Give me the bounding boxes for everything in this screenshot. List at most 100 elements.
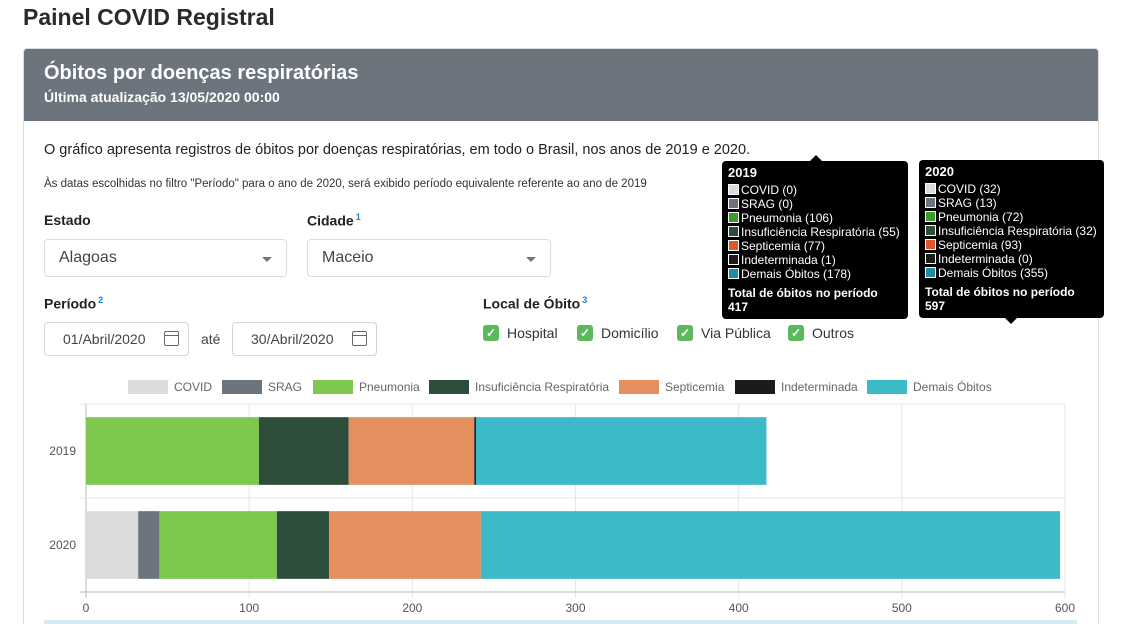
checkbox-via-publica[interactable]: ✓ Via Pública (677, 325, 782, 343)
tooltip-swatch (728, 240, 739, 251)
bar-segment (159, 511, 277, 579)
legend-swatch (867, 380, 907, 394)
tooltip-swatch (925, 239, 936, 250)
tooltip-swatch (728, 268, 739, 279)
tooltip-arrow (1005, 318, 1017, 324)
tooltip-row: Demais Óbitos (355) (925, 266, 1098, 280)
y-tick-label: 2019 (49, 444, 76, 458)
tooltip-rows: COVID (32) SRAG (13) Pneumonia (72) Insufic… (925, 182, 1098, 280)
legend-swatch (128, 380, 168, 394)
tooltip-swatch (728, 198, 739, 209)
estado-label: Estado (44, 212, 91, 228)
tooltip-row-label: Indeterminada (1) (741, 253, 836, 267)
tooltip-row-label: Septicemia (93) (938, 238, 1023, 252)
tooltip-row: COVID (0) (728, 183, 902, 197)
bar-segment (276, 511, 330, 579)
legend-swatch (735, 380, 775, 394)
tooltip-swatch (925, 211, 936, 222)
checkbox-label: Hospital (507, 325, 558, 341)
estado-value: Alagoas (59, 249, 117, 266)
legend-swatch (313, 380, 353, 394)
local-label: Local de Óbito 3 (483, 295, 588, 312)
tooltip-row: SRAG (0) (728, 197, 902, 211)
tooltip-row: Insuficiência Respiratória (32) (925, 224, 1098, 238)
tooltip-row-label: Indeterminada (0) (938, 252, 1033, 266)
legend-label: SRAG (268, 380, 303, 394)
calendar-icon[interactable] (352, 331, 367, 346)
tooltip-total-label: Total de óbitos no período (728, 286, 878, 300)
tooltip-row: Insuficiência Respiratória (55) (728, 225, 902, 239)
tooltip-total-value: 417 (728, 300, 749, 314)
tooltip-swatch (925, 183, 936, 194)
tooltip-row: Demais Óbitos (178) (728, 267, 902, 281)
x-tick-label: 0 (83, 601, 90, 615)
bar-segment (86, 417, 259, 485)
tooltip-row-label: Pneumonia (106) (741, 211, 834, 225)
tooltip-row: SRAG (13) (925, 196, 1098, 210)
cidade-label: Cidade 1 (307, 212, 361, 229)
date-end-value: 30/Abril/2020 (251, 331, 334, 347)
tooltip-row-label: Pneumonia (72) (938, 210, 1024, 224)
bar-segment (475, 417, 767, 485)
periodo-label: Período 2 (44, 295, 104, 312)
bar-segment (86, 511, 139, 579)
tooltip-swatch (925, 253, 936, 264)
bar-segment (258, 417, 349, 485)
legend-label: Septicemia (665, 380, 725, 394)
card-header: Óbitos por doenças respiratórias Última … (24, 49, 1098, 121)
tooltip-row: Septicemia (93) (925, 238, 1098, 252)
chart-description: O gráfico apresenta registros de óbitos … (44, 142, 751, 158)
checkbox-outros[interactable]: ✓ Outros (788, 325, 868, 343)
tooltip-row-label: Demais Óbitos (355) (938, 266, 1049, 280)
local-footnote: 3 (582, 295, 588, 305)
legend-label: Indeterminada (781, 380, 858, 394)
estado-select[interactable]: Alagoas (44, 239, 287, 277)
tooltip-row-label: Insuficiência Respiratória (55) (741, 225, 900, 239)
tooltip-swatch (925, 197, 936, 208)
check-icon: ✓ (677, 325, 693, 341)
tooltip-row: Septicemia (77) (728, 239, 902, 253)
legend-label: Demais Óbitos (913, 380, 992, 394)
tooltip-total-label: Total de óbitos no período (925, 285, 1075, 299)
x-tick-label: 400 (729, 601, 749, 615)
tooltip-row: Indeterminada (0) (925, 252, 1098, 266)
tooltip-rows: COVID (0) SRAG (0) Pneumonia (106) Insufici… (728, 183, 902, 281)
date-start-input[interactable]: 01/Abril/2020 (44, 322, 189, 356)
cidade-value: Maceio (322, 249, 374, 266)
tooltip-2019: 2019 COVID (0) SRAG (0) Pneumonia (106) Ins… (722, 161, 908, 319)
tooltip-row-label: COVID (0) (741, 183, 798, 197)
checkbox-hospital[interactable]: ✓ Hospital (483, 325, 573, 343)
periodo-footnote: 2 (98, 295, 104, 305)
tooltip-swatch (925, 225, 936, 236)
checkbox-label: Via Pública (701, 325, 771, 341)
legend-label: COVID (174, 380, 213, 394)
tooltip-swatch (728, 212, 739, 223)
calendar-icon[interactable] (164, 331, 179, 346)
check-icon: ✓ (788, 325, 804, 341)
card-title: Óbitos por doenças respiratórias (44, 62, 359, 84)
tooltip-row-label: Demais Óbitos (178) (741, 267, 852, 281)
x-tick-label: 600 (1055, 601, 1075, 615)
tooltip-title: 2020 (925, 164, 954, 179)
tooltip-total-value: 597 (925, 299, 946, 313)
tooltip-row-label: Insuficiência Respiratória (32) (938, 224, 1097, 238)
cidade-select[interactable]: Maceio (307, 239, 551, 277)
date-start-value: 01/Abril/2020 (63, 331, 146, 347)
date-end-input[interactable]: 30/Abril/2020 (232, 322, 377, 356)
cidade-footnote: 1 (355, 212, 361, 222)
date-separator: até (201, 331, 221, 347)
legend-label: Insuficiência Respiratória (475, 380, 610, 394)
tooltip-row: COVID (32) (925, 182, 1098, 196)
page-title: Painel COVID Registral (23, 4, 275, 30)
bar-segment (480, 511, 1061, 579)
check-icon: ✓ (483, 325, 499, 341)
bottom-info-strip (44, 620, 1077, 624)
legend-label: Pneumonia (359, 380, 420, 394)
tooltip-swatch (728, 254, 739, 265)
checkbox-domicilio[interactable]: ✓ Domicílio (577, 325, 672, 343)
bar-segment (348, 417, 475, 485)
bar-segment (474, 417, 476, 485)
tooltip-row-label: SRAG (0) (741, 197, 794, 211)
